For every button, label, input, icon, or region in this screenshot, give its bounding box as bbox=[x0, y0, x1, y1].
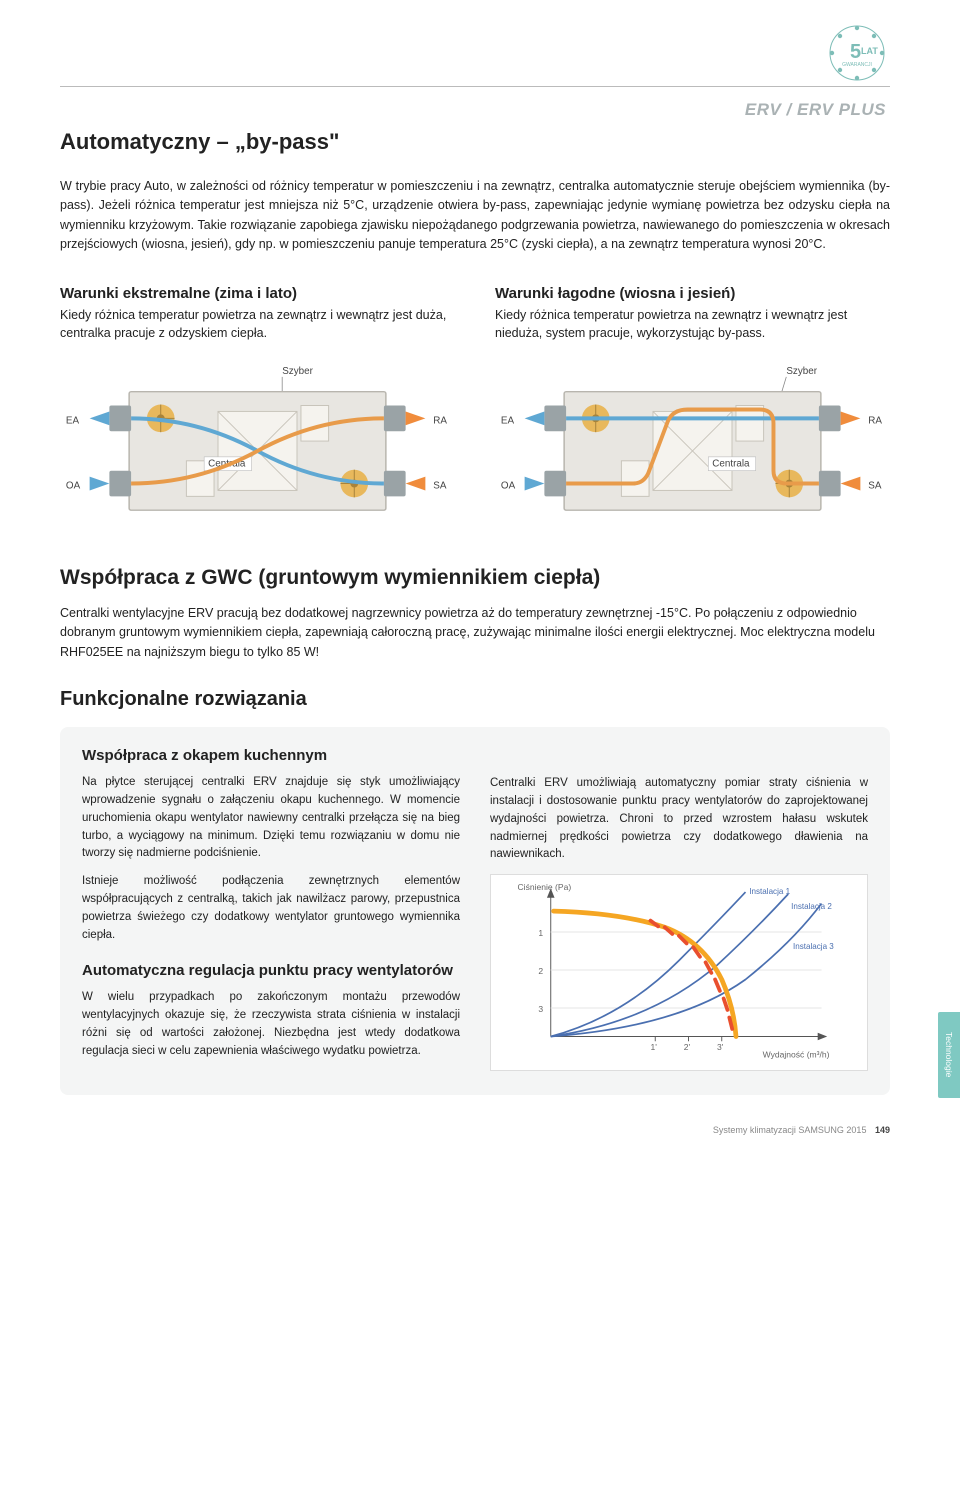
svg-text:Instalacja 1: Instalacja 1 bbox=[749, 887, 790, 896]
svg-text:3': 3' bbox=[717, 1042, 724, 1052]
svg-text:Ciśnienie (Pa): Ciśnienie (Pa) bbox=[518, 882, 572, 892]
erv-label: ERV / ERV PLUS bbox=[745, 100, 886, 120]
autoreg-title: Automatyczna regulacja punktu pracy went… bbox=[82, 962, 460, 979]
divider bbox=[60, 86, 890, 87]
page-title: Automatyczny – „by-pass" bbox=[60, 129, 890, 155]
extreme-title: Warunki ekstremalne (zima i lato) bbox=[60, 285, 455, 302]
side-tab: Technologie bbox=[938, 1012, 960, 1098]
right-column: Centralki ERV umożliwiają automatyczny p… bbox=[490, 747, 868, 1071]
mild-desc: Kiedy różnica temperatur powietrza na ze… bbox=[495, 306, 890, 344]
hood-p2: Istnieje możliwość podłączenia zewnętrzn… bbox=[82, 873, 460, 944]
hood-p1: Na płytce sterującej centralki ERV znajd… bbox=[82, 774, 460, 863]
svg-text:RA: RA bbox=[868, 415, 882, 426]
gwc-title: Współpraca z GWC (gruntowym wymiennikiem… bbox=[60, 566, 890, 590]
diagrams-row: Szyber Centr bbox=[60, 361, 890, 536]
footer: Systemy klimatyzacji SAMSUNG 2015 149 bbox=[60, 1125, 890, 1135]
page: 5 LAT GWARANCJI ERV / ERV PLUS Automatyc… bbox=[0, 0, 960, 1155]
svg-text:SA: SA bbox=[868, 480, 882, 491]
diagram-mild: Szyber Centrala bbox=[495, 361, 890, 536]
svg-text:SA: SA bbox=[433, 480, 447, 491]
autoreg-body: W wielu przypadkach po zakończonym monta… bbox=[82, 989, 460, 1060]
gwc-body: Centralki wentylacyjne ERV pracują bez d… bbox=[60, 604, 890, 662]
svg-text:EA: EA bbox=[66, 415, 80, 426]
svg-text:1: 1 bbox=[538, 928, 543, 938]
functional-title: Funkcjonalne rozwiązania bbox=[60, 688, 890, 711]
mild-title: Warunki łagodne (wiosna i jesień) bbox=[495, 285, 890, 302]
footer-text: Systemy klimatyzacji SAMSUNG 2015 bbox=[713, 1125, 867, 1135]
svg-text:3: 3 bbox=[538, 1004, 543, 1014]
svg-text:2': 2' bbox=[684, 1042, 691, 1052]
svg-text:EA: EA bbox=[501, 415, 515, 426]
hood-title: Współpraca z okapem kuchennym bbox=[82, 747, 460, 764]
warranty-badge: 5 LAT GWARANCJI bbox=[828, 24, 886, 82]
svg-text:Szyber: Szyber bbox=[282, 366, 313, 377]
svg-text:OA: OA bbox=[66, 480, 81, 491]
extreme-conditions: Warunki ekstremalne (zima i lato) Kiedy … bbox=[60, 285, 455, 344]
functional-box: Współpraca z okapem kuchennym Na płytce … bbox=[60, 727, 890, 1095]
warranty-years: 5 bbox=[850, 41, 861, 63]
warranty-sub: GWARANCJI bbox=[842, 62, 872, 68]
hood-right: Centralki ERV umożliwiają automatyczny p… bbox=[490, 775, 868, 864]
warranty-unit: LAT bbox=[861, 46, 878, 56]
mild-conditions: Warunki łagodne (wiosna i jesień) Kiedy … bbox=[495, 285, 890, 344]
svg-text:RA: RA bbox=[433, 415, 447, 426]
svg-text:Centrala: Centrala bbox=[712, 459, 750, 470]
conditions-row: Warunki ekstremalne (zima i lato) Kiedy … bbox=[60, 285, 890, 344]
extreme-desc: Kiedy różnica temperatur powietrza na ze… bbox=[60, 306, 455, 344]
svg-text:Instalacja 2: Instalacja 2 bbox=[791, 902, 832, 911]
svg-text:Instalacja 3: Instalacja 3 bbox=[793, 942, 834, 951]
svg-text:OA: OA bbox=[501, 480, 516, 491]
intro-paragraph: W trybie pracy Auto, w zależności od róż… bbox=[60, 177, 890, 255]
svg-text:1': 1' bbox=[651, 1042, 658, 1052]
hood-section: Współpraca z okapem kuchennym Na płytce … bbox=[82, 747, 460, 1071]
page-number: 149 bbox=[875, 1125, 890, 1135]
diagram-extreme: Szyber Centr bbox=[60, 361, 455, 536]
svg-text:Wydajność (m³/h): Wydajność (m³/h) bbox=[763, 1050, 830, 1060]
pressure-chart: Ciśnienie (Pa) Wydajność (m³/h) 1 2 3 1'… bbox=[490, 874, 868, 1071]
svg-text:2: 2 bbox=[538, 966, 543, 976]
svg-text:Szyber: Szyber bbox=[786, 366, 817, 377]
